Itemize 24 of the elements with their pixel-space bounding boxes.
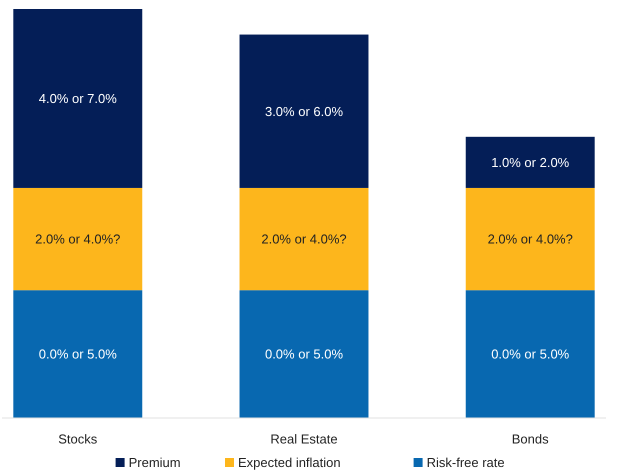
x-tick-label: Real Estate (270, 432, 338, 447)
bar (240, 34, 368, 188)
data-label: 2.0% or 4.0%? (488, 232, 573, 247)
bar (466, 136, 595, 188)
bar (240, 188, 368, 290)
data-label: 0.0% or 5.0% (264, 346, 344, 362)
data-label: 2.0% or 4.0%? (35, 232, 120, 247)
data-label: 0.0% or 5.0% (38, 346, 118, 362)
bar (466, 188, 595, 290)
data-label: 0.0% or 5.0% (491, 346, 570, 362)
bar (240, 290, 368, 418)
x-tick-label: Stocks (58, 432, 98, 447)
bar (13, 188, 142, 290)
data-label: 4.0% or 7.0% (38, 91, 118, 106)
data-label: 1.0% or 2.0% (491, 154, 570, 170)
legend-label: Expected inflation (238, 455, 341, 470)
bar (13, 290, 142, 418)
x-tick-label: Bonds (512, 432, 550, 447)
data-label: 3.0% or 6.0% (264, 104, 344, 119)
bar (13, 9, 142, 188)
bar (466, 290, 595, 418)
data-label: 2.0% or 4.0%? (261, 232, 347, 247)
legend-label: Risk-free rate (426, 455, 505, 470)
legend-label: Premium (128, 455, 181, 470)
